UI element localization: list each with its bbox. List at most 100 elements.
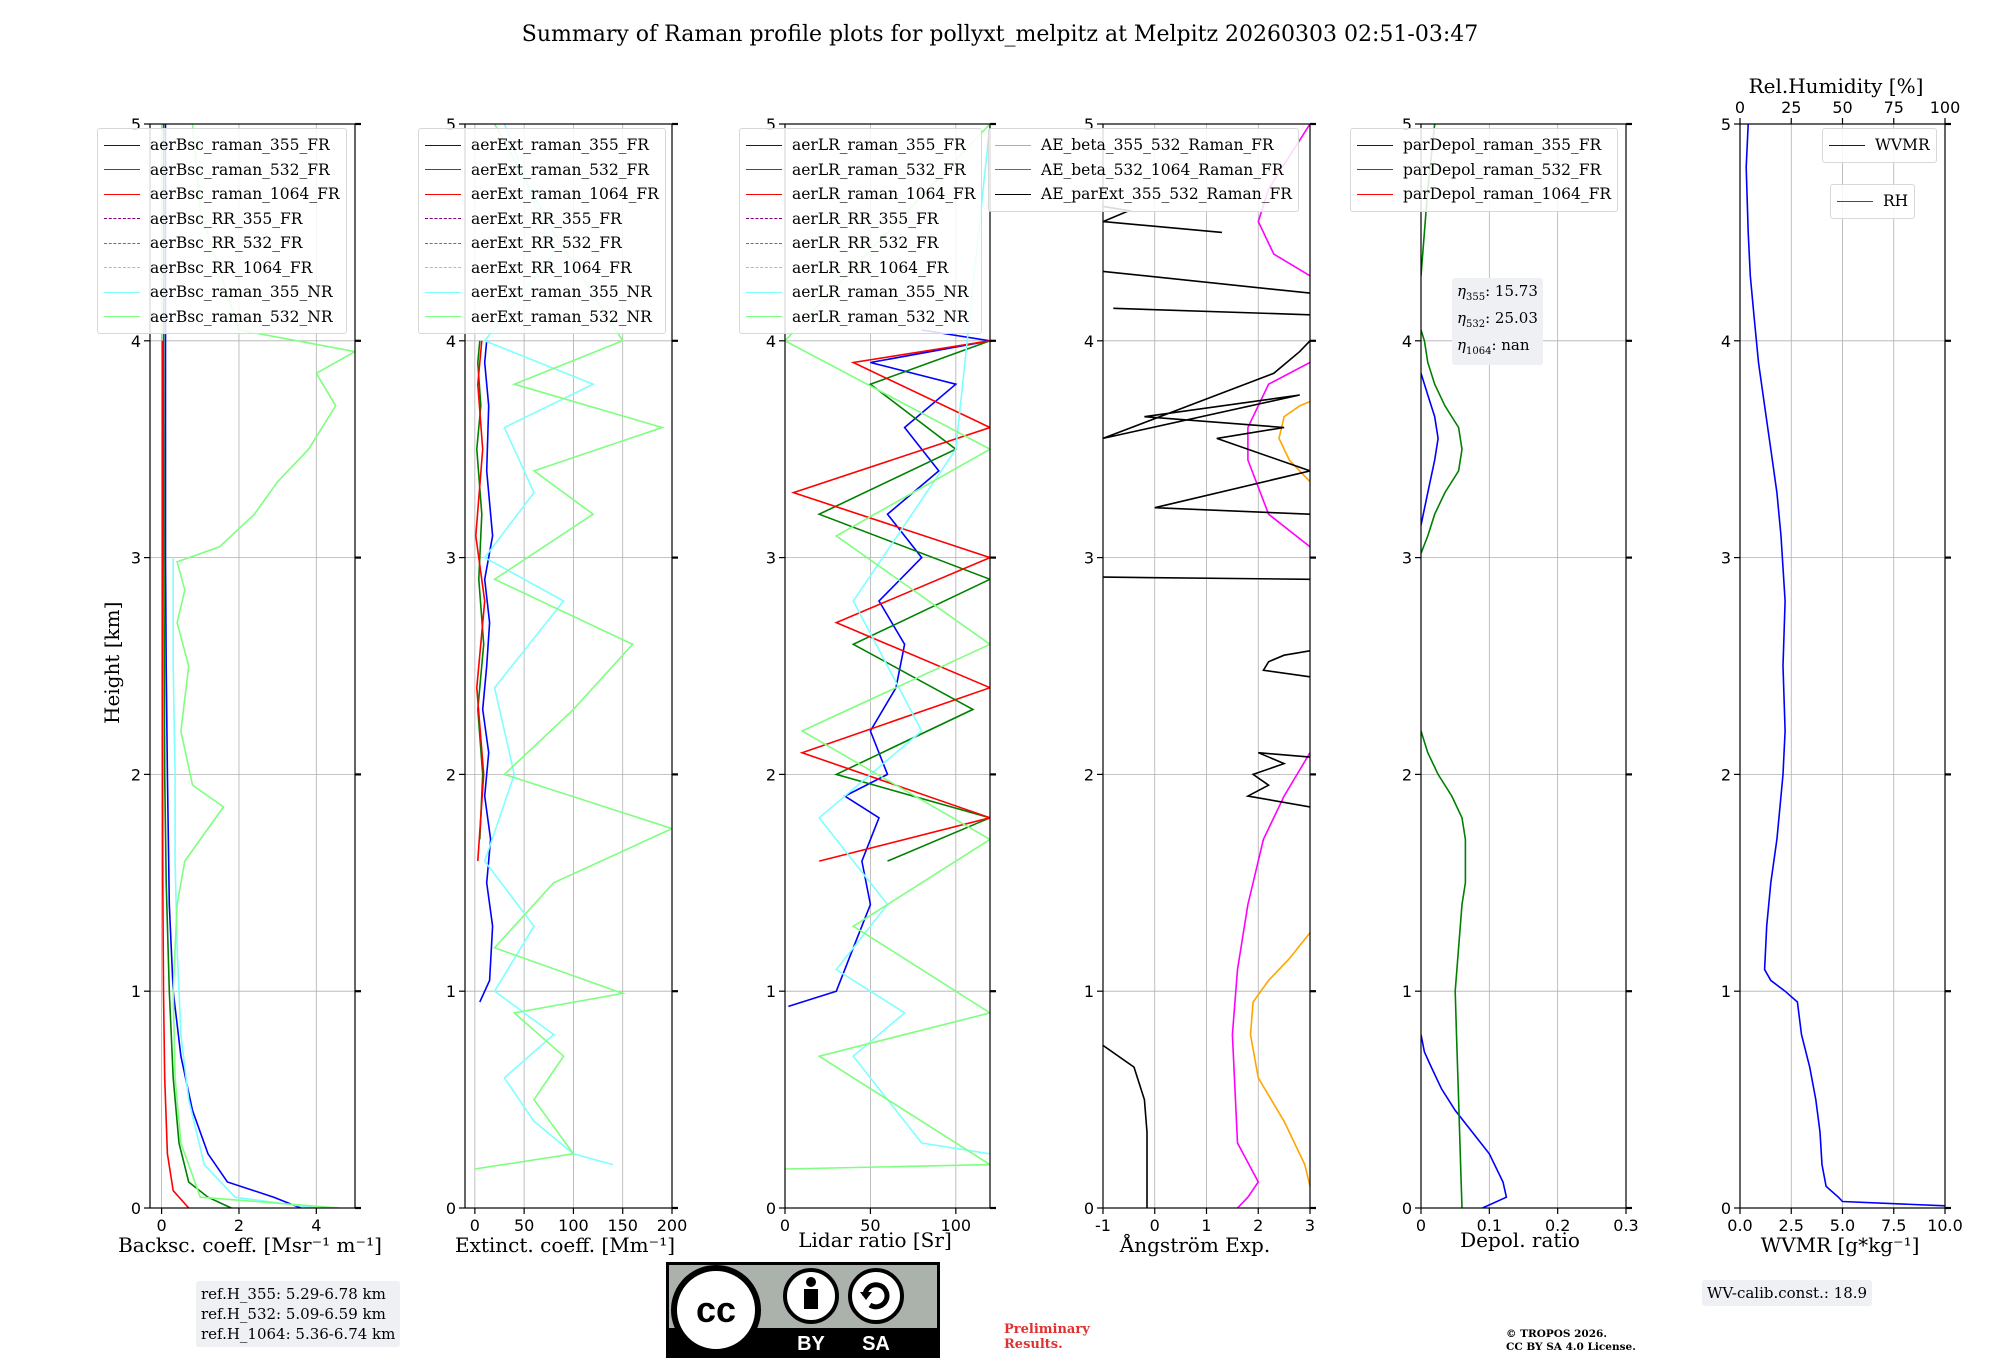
legend-swatch bbox=[425, 267, 461, 269]
axes-frame bbox=[149, 123, 356, 1209]
legend-entry: aerExt_raman_1064_FR bbox=[425, 182, 659, 207]
legend-entry: AE_beta_532_1064_Raman_FR bbox=[995, 158, 1292, 183]
y-tick-label: 3 bbox=[446, 549, 456, 568]
eta532-label: 532 bbox=[1466, 319, 1486, 330]
y-tick-label: 2 bbox=[131, 765, 141, 784]
legend-swatch bbox=[746, 193, 782, 195]
depol-eta-box: η355: 15.73 η532: 25.03 η1064: nan bbox=[1452, 278, 1543, 365]
series-AE_parExt_355_532_Raman_FR bbox=[1113, 307, 1310, 316]
x-tick-label: 2 bbox=[1253, 1216, 1263, 1235]
legend-entry: aerExt_RR_1064_FR bbox=[425, 256, 659, 281]
ref-height-532: ref.H_532: 5.09-6.59 km bbox=[201, 1305, 386, 1323]
legend-entry: aerExt_raman_355_NR bbox=[425, 280, 659, 305]
sa-arrow-icon bbox=[862, 1282, 890, 1310]
legend-swatch bbox=[995, 169, 1031, 171]
y-tick-label: 5 bbox=[766, 115, 776, 134]
series-parDepol_raman_355_FR bbox=[1421, 1034, 1508, 1208]
legend-swatch bbox=[104, 242, 140, 244]
y-axis-label: Height [km] bbox=[100, 601, 124, 724]
legend-label: aerExt_RR_532_FR bbox=[471, 234, 622, 253]
legend-label: aerLR_raman_532_NR bbox=[792, 307, 969, 326]
x-tick-label: 50 bbox=[860, 1216, 880, 1235]
legend-label: aerLR_RR_355_FR bbox=[792, 209, 939, 228]
top-x-tick-label: 25 bbox=[1781, 98, 1801, 117]
y-tick-label: 1 bbox=[131, 982, 141, 1001]
legend-label: aerBsc_RR_1064_FR bbox=[150, 258, 313, 277]
x-tick-label: 0.0 bbox=[1727, 1216, 1752, 1235]
legend-swatch bbox=[104, 316, 140, 318]
legend-swatch bbox=[1357, 193, 1393, 195]
legend-entry: aerLR_RR_355_FR bbox=[746, 207, 975, 232]
y-tick-label: 5 bbox=[446, 115, 456, 134]
legend-label: aerLR_raman_355_NR bbox=[792, 283, 969, 302]
by-person-head bbox=[806, 1277, 816, 1287]
xlabel-lidar-ratio: Lidar ratio [Sr] bbox=[798, 1228, 952, 1252]
legend-label: aerExt_RR_355_FR bbox=[471, 209, 622, 228]
x-tick-label: 3 bbox=[1305, 1216, 1315, 1235]
series-aerLR_raman_532_FR bbox=[817, 340, 990, 862]
x-tick-label: 10.0 bbox=[1927, 1216, 1963, 1235]
y-tick-label: 0 bbox=[131, 1199, 141, 1218]
x-tick-label: -1 bbox=[1095, 1216, 1111, 1235]
y-tick-label: 3 bbox=[1402, 549, 1412, 568]
preliminary-line-1: Preliminary bbox=[1004, 1322, 1090, 1337]
legend-label: parDepol_raman_1064_FR bbox=[1403, 185, 1612, 204]
legend-label: parDepol_raman_355_FR bbox=[1403, 136, 1602, 155]
copyright-note: © TROPOS 2026. CC BY SA 4.0 License. bbox=[1506, 1328, 1636, 1354]
y-tick-label: 2 bbox=[1402, 765, 1412, 784]
legend-label: aerBsc_RR_532_FR bbox=[150, 234, 303, 253]
legend-label: aerExt_raman_355_NR bbox=[471, 283, 652, 302]
by-person-body bbox=[804, 1289, 818, 1309]
y-tick-label: 3 bbox=[766, 549, 776, 568]
legend-entry: parDepol_raman_1064_FR bbox=[1357, 182, 1611, 207]
y-tick-label: 3 bbox=[131, 549, 141, 568]
legend-swatch bbox=[1357, 144, 1393, 146]
y-tick-label: 0 bbox=[766, 1199, 776, 1218]
y-tick-label: 1 bbox=[1721, 982, 1731, 1001]
x-tick-label: 0 bbox=[470, 1216, 480, 1235]
legend-backscatter: aerBsc_raman_355_FR aerBsc_raman_532_FR ae… bbox=[97, 128, 347, 334]
axes-frame bbox=[464, 123, 673, 1209]
xlabel-backscatter: Backsc. coeff. [Msr⁻¹ m⁻¹] bbox=[118, 1233, 382, 1257]
legend-entry: AE_parExt_355_532_Raman_FR bbox=[995, 182, 1292, 207]
y-tick-label: 2 bbox=[1721, 765, 1731, 784]
y-tick-label: 0 bbox=[1084, 1199, 1094, 1218]
x-tick-label: 100 bbox=[941, 1216, 972, 1235]
legend-swatch bbox=[746, 267, 782, 269]
wv-calib-box: WV-calib.const.: 18.9 bbox=[1702, 1280, 1873, 1306]
preliminary-line-2: Results. bbox=[1004, 1337, 1063, 1352]
series-AE_parExt_355_532_Raman_FR bbox=[1103, 576, 1310, 581]
legend-entry: aerExt_raman_532_FR bbox=[425, 158, 659, 183]
legend-extinction: aerExt_raman_355_FR aerExt_raman_532_FR ae… bbox=[418, 128, 666, 334]
legend-label: aerBsc_raman_532_NR bbox=[150, 307, 333, 326]
legend-label: aerLR_raman_532_FR bbox=[792, 160, 966, 179]
series-aerLR_raman_355_FR bbox=[788, 329, 990, 1008]
legend-label: AE_parExt_355_532_Raman_FR bbox=[1041, 185, 1292, 204]
x-tick-label: 2 bbox=[234, 1216, 244, 1235]
legend-swatch bbox=[995, 193, 1031, 195]
preliminary-note: Preliminary Results. bbox=[1004, 1322, 1090, 1352]
series-aerBsc_raman_532_NR bbox=[172, 124, 355, 1208]
legend-label: aerLR_RR_532_FR bbox=[792, 234, 939, 253]
legend-entry: aerLR_raman_355_FR bbox=[746, 133, 975, 158]
y-tick-label: 5 bbox=[1721, 115, 1731, 134]
y-tick-label: 5 bbox=[1402, 115, 1412, 134]
x-tick-label: 0 bbox=[157, 1216, 167, 1235]
series-AE_parExt_355_532_Raman_FR bbox=[1103, 340, 1310, 515]
y-tick-label: 4 bbox=[766, 332, 776, 351]
series-aerExt_raman_355_NR bbox=[483, 124, 614, 1166]
legend-entry: aerBsc_RR_532_FR bbox=[104, 231, 340, 256]
legend-label: aerExt_raman_1064_FR bbox=[471, 185, 659, 204]
series-AE_parExt_355_532_Raman_FR bbox=[1245, 751, 1310, 808]
legend-swatch bbox=[425, 316, 461, 318]
x-tick-label: 50 bbox=[514, 1216, 534, 1235]
legend-entry: aerBsc_RR_355_FR bbox=[104, 207, 340, 232]
cc-icon bbox=[671, 1265, 761, 1355]
y-tick-label: 4 bbox=[1402, 332, 1412, 351]
series-aerLR_raman_355_NR bbox=[818, 124, 990, 1155]
legend-lidar-ratio: aerLR_raman_355_FR aerLR_raman_532_FR aerL… bbox=[739, 128, 983, 334]
sa-arrow-head bbox=[860, 1292, 872, 1300]
x-tick-label: 0 bbox=[1150, 1216, 1160, 1235]
cc-license-badge: cc BY SA bbox=[666, 1262, 940, 1358]
